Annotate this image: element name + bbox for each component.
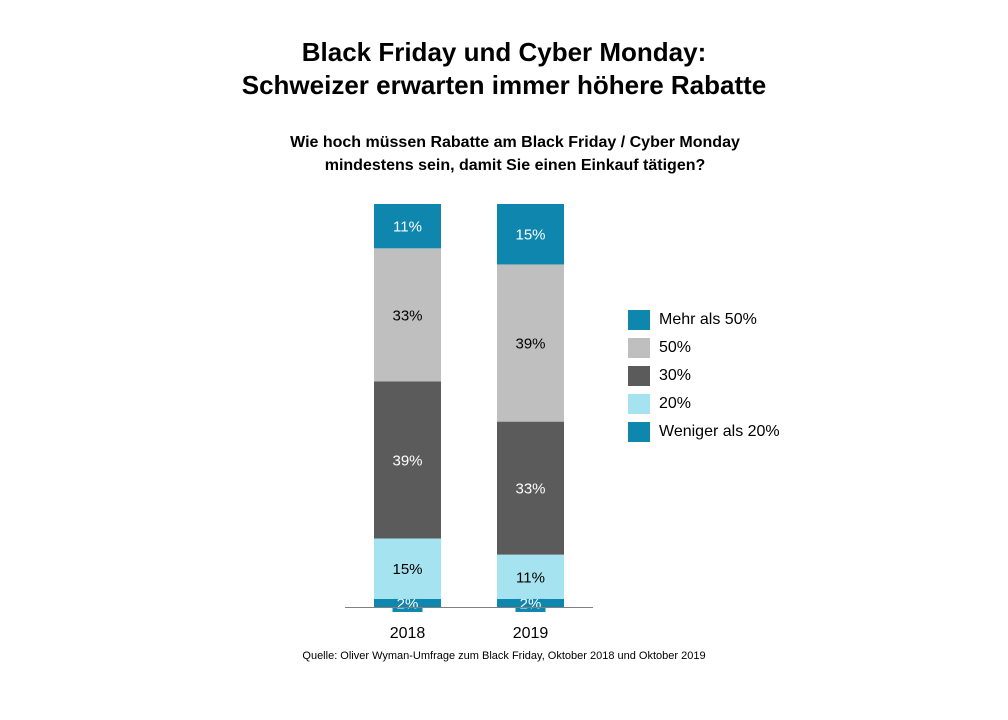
bars-group: 2% 15% 39% 33% 11% 2% 11% 33% 39% 15%	[374, 204, 564, 612]
chart-title-line-2: Schweizer erwarten immer höhere Rabatte	[241, 70, 767, 100]
data-label-2018-20: 15%	[392, 561, 422, 578]
legend-label-mehr-als-50: Mehr als 50%	[659, 311, 757, 328]
legend-swatch-50	[628, 338, 650, 358]
data-label-2019-20: 11%	[516, 569, 545, 586]
legend-item-50: 50%	[628, 334, 780, 362]
legend-label-20: 20%	[659, 395, 692, 412]
data-label-2018-weniger-als-20: 2%	[397, 595, 419, 612]
legend-label-50: 50%	[659, 339, 692, 356]
bar-2019-mehr-als-50	[497, 204, 564, 265]
data-label-2019-30: 33%	[515, 481, 545, 498]
chart-title-line-1: Black Friday und Cyber Monday:	[301, 37, 707, 67]
data-label-2019-50: 39%	[515, 336, 545, 353]
legend-swatch-30	[628, 366, 650, 386]
legend-label-weniger-als-20: Weniger als 20%	[659, 423, 780, 440]
chart-title: Black Friday und Cyber Monday: Schweizer…	[0, 36, 1008, 102]
bar-2019-50	[497, 264, 564, 422]
chart-subtitle-line-2: mindestens sein, damit Sie einen Einkauf…	[324, 157, 706, 174]
legend-label-30: 30%	[659, 367, 692, 384]
legend-item-20: 20%	[628, 390, 780, 418]
bar-2018-mehr-als-50	[374, 204, 441, 249]
bar-2019-20	[497, 554, 564, 599]
legend-swatch-weniger-als-20	[628, 422, 650, 442]
x-tick-label-2018: 2018	[390, 625, 426, 642]
legend: Mehr als 50% 50% 30% 20% Weniger als 20%	[628, 306, 780, 446]
legend-swatch-mehr-als-50	[628, 310, 650, 330]
x-tick-label-2019: 2019	[513, 625, 549, 642]
legend-swatch-20	[628, 394, 650, 414]
legend-item-weniger-als-20: Weniger als 20%	[628, 418, 780, 446]
bar-2018-30	[374, 381, 441, 539]
legend-item-mehr-als-50: Mehr als 50%	[628, 306, 780, 334]
source-note: Quelle: Oliver Wyman-Umfrage zum Black F…	[302, 650, 706, 662]
data-label-2018-50: 33%	[392, 307, 422, 324]
data-label-2018-mehr-als-50: 11%	[393, 219, 422, 236]
data-label-2019-weniger-als-20: 2%	[520, 595, 542, 612]
x-tick-labels: 2018 2019	[390, 625, 549, 642]
bar-2018-50	[374, 248, 441, 382]
bar-2018-20	[374, 538, 441, 599]
legend-item-30: 30%	[628, 362, 780, 390]
data-label-2019-mehr-als-50: 15%	[515, 227, 545, 244]
data-label-2018-30: 39%	[392, 452, 422, 469]
bar-2019-30	[497, 421, 564, 555]
chart-subtitle-line-1: Wie hoch müssen Rabatte am Black Friday …	[290, 134, 740, 151]
chart-subtitle: Wie hoch müssen Rabatte am Black Friday …	[200, 131, 830, 177]
